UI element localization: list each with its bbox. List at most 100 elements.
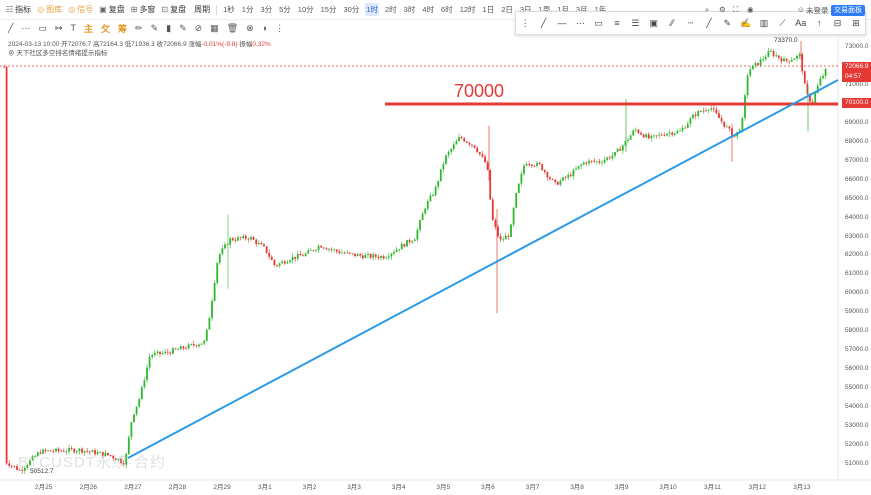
candle-body [361, 255, 364, 259]
hline-tool-icon[interactable]: ⋯ [21, 22, 31, 33]
list-icon[interactable]: ≡ [614, 18, 620, 28]
candle-body [445, 155, 447, 164]
trade-panel-button[interactable]: 交易面板 [831, 5, 865, 16]
arrow-tool-icon[interactable]: ↦ [54, 22, 63, 33]
interval-option[interactable]: 3日 [519, 5, 532, 14]
ray-icon[interactable]: ⋯ [575, 17, 585, 28]
candle-body [658, 134, 661, 136]
level-annotation[interactable]: 70000 [454, 81, 505, 101]
indicator-toggle-icon[interactable]: ⊗ [8, 50, 15, 57]
new-badge-icon[interactable]: ✎ [150, 22, 159, 33]
toolbar-item[interactable]: ⊡ 复盘 [161, 4, 186, 15]
candle-body [614, 151, 616, 156]
candle-body [668, 132, 671, 134]
toolbar-item[interactable]: 周期 [192, 4, 210, 15]
text-tool-icon[interactable]: T [70, 23, 76, 33]
short-position-icon[interactable]: 攵 [101, 23, 111, 34]
interval-option[interactable]: 5分 [279, 5, 291, 14]
search-icon[interactable]: ⌕ [705, 5, 710, 14]
calc-icon[interactable]: ▦ [210, 22, 219, 33]
image-icon[interactable]: ▣ [649, 17, 659, 28]
line-tool-icon[interactable]: ╱ [8, 22, 14, 33]
candle-body [759, 59, 762, 66]
shapes-icon[interactable]: ⊗ [246, 22, 254, 33]
interval-option[interactable]: 15分 [320, 5, 337, 14]
candle-body [57, 448, 60, 451]
candle-body [346, 252, 349, 254]
interval-option[interactable]: 4时 [422, 5, 435, 14]
camera-icon[interactable]: ◉ [747, 5, 754, 14]
magnet-icon[interactable]: ⊘ [194, 22, 203, 33]
toolbar-item[interactable]: ⊞ 多窗 [131, 4, 156, 15]
fullscreen-icon[interactable]: ⛶ [733, 5, 739, 14]
channel-icon[interactable]: ⟋ [779, 17, 786, 28]
candle-body [608, 157, 611, 159]
candle-body [231, 238, 234, 241]
login-status[interactable]: 未登录 [806, 6, 829, 15]
user-icon[interactable]: ☺ [797, 5, 805, 14]
candle-body [369, 253, 372, 258]
settings-icon[interactable]: ⚙ [719, 5, 726, 14]
rect-icon[interactable]: ▭ [594, 17, 603, 28]
interval-option[interactable]: 1时 [365, 3, 379, 16]
candle-body [146, 367, 148, 381]
fib-icon[interactable]: ⁄⁄ [670, 18, 674, 28]
text-list-icon[interactable]: ☰ [631, 17, 640, 28]
columns-icon[interactable]: ▥ [759, 17, 769, 28]
toolbar-item[interactable]: ▣ 复盘 [99, 4, 125, 15]
interval-option[interactable]: 1秒 [223, 5, 235, 14]
toolbar-item[interactable]: ◎ 信号 [68, 4, 93, 15]
interval-option[interactable]: 1分 [241, 5, 254, 14]
interval-option[interactable]: 12时 [459, 5, 476, 14]
candle-body [824, 68, 827, 76]
settings-icon[interactable]: ⊟ [833, 17, 842, 28]
toolbar-item[interactable]: ◎ 图库 [37, 4, 62, 15]
brush-icon[interactable]: ✎ [179, 22, 187, 33]
long-position-icon[interactable]: 主 [83, 23, 93, 34]
pen-icon[interactable]: ╱ [706, 17, 712, 28]
rect-tool-icon[interactable]: ▭ [38, 22, 47, 33]
candle-body [442, 163, 445, 170]
candle-body [699, 111, 702, 112]
interval-option[interactable]: 1月 [557, 5, 569, 14]
more-icon[interactable]: ⋮ [275, 22, 285, 33]
bookmark-icon[interactable]: ▮ [166, 22, 172, 33]
marker-icon[interactable]: ✎ [723, 17, 732, 28]
sig-icon[interactable]: ✍ [740, 17, 752, 28]
interval-option[interactable]: 1日 [482, 5, 495, 14]
dash-line-icon[interactable]: ┄ [687, 17, 694, 28]
candle-body [382, 256, 385, 259]
interval-option[interactable]: 3月 [575, 5, 588, 14]
measure-tool-icon[interactable]: ✏ [135, 22, 143, 33]
line-icon[interactable]: ╱ [540, 17, 547, 28]
hline-icon[interactable]: — [557, 18, 567, 28]
interval-option[interactable]: 3分 [260, 5, 273, 14]
candle-body [70, 447, 73, 449]
x-tick-label: 3月1 [258, 484, 272, 491]
candle-body [723, 121, 726, 127]
interval-option[interactable]: 2日 [501, 5, 513, 14]
candle-body [205, 329, 208, 341]
interval-option[interactable]: 1年 [594, 5, 607, 14]
interval-option[interactable]: 6时 [441, 5, 453, 14]
x-tick-label: 3月10 [659, 484, 677, 491]
visibility-icon[interactable]: ◑ [261, 23, 268, 33]
interval-option[interactable]: 3时 [403, 5, 416, 14]
candle-body [497, 226, 499, 237]
arrow-up-icon[interactable]: ↑ [816, 18, 822, 28]
candle-body [707, 109, 710, 111]
candle-body [299, 253, 302, 256]
interval-option[interactable]: 2时 [385, 5, 397, 14]
candle-body [151, 355, 154, 357]
interval-option[interactable]: 30分 [343, 5, 360, 14]
fib-tool-icon[interactable]: 筹 [118, 23, 128, 34]
interval-option[interactable]: 1周 [538, 5, 551, 14]
toolbar-item[interactable]: ☷ 指标 [6, 4, 31, 15]
text-size-icon[interactable]: Aa [795, 18, 807, 28]
interval-option[interactable]: 10分 [297, 5, 314, 14]
gauge-icon[interactable]: ⊞ [852, 17, 860, 28]
indicator-row[interactable]: ⊗ 天下社区多空排名情绪提示指标 [8, 47, 107, 57]
trash-icon[interactable]: 🗑 [226, 22, 239, 33]
drag-handle-icon[interactable]: ⋮ [520, 17, 530, 28]
